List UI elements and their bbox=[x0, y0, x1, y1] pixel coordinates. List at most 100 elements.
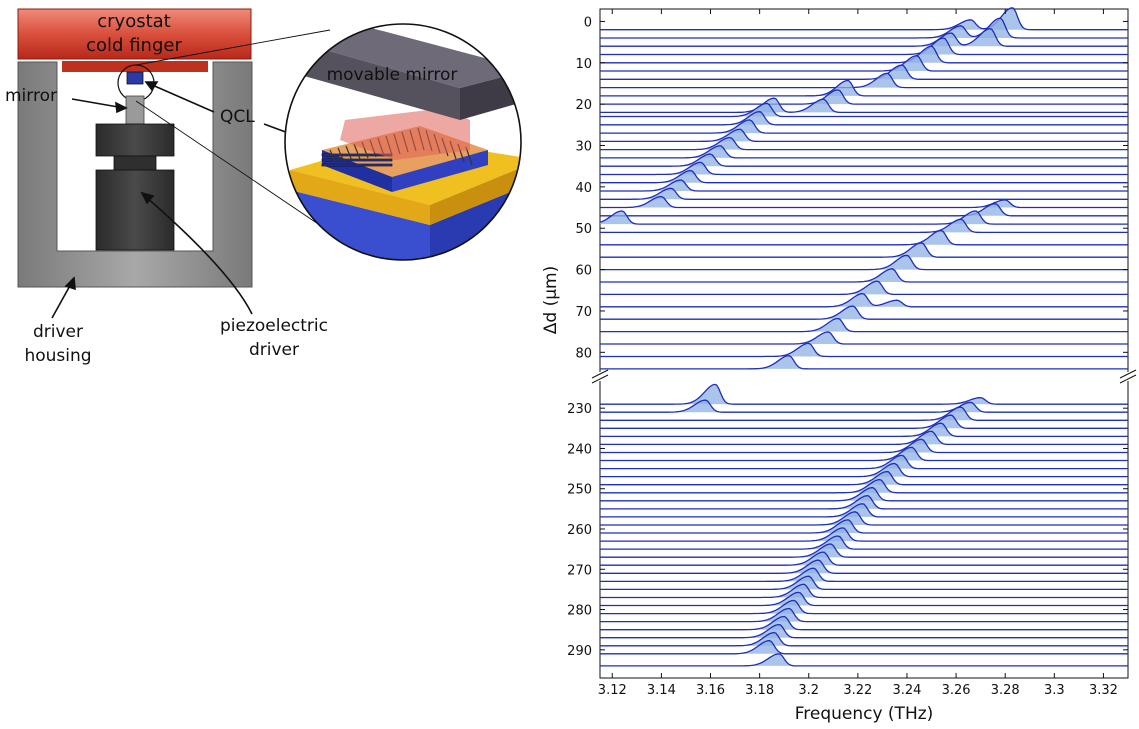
trace-top-25 bbox=[600, 218, 1128, 234]
mount-plate bbox=[62, 61, 208, 72]
trace-fill-top-21 bbox=[600, 188, 1128, 200]
trace-fill-bottom-3 bbox=[600, 415, 1128, 429]
trace-bottom-11 bbox=[600, 478, 1128, 494]
trace-bottom-3 bbox=[600, 414, 1128, 429]
trace-bottom-14 bbox=[600, 503, 1128, 518]
trace-top-32 bbox=[600, 305, 1128, 320]
trace-fill-bottom-25 bbox=[600, 592, 1128, 606]
trace-fill-bottom-18 bbox=[600, 536, 1128, 550]
trace-bottom-22 bbox=[600, 567, 1128, 583]
trace-bottom-32 bbox=[600, 653, 1128, 667]
y-tick-label-bottom-2: 250 bbox=[567, 483, 592, 498]
trace-top-22 bbox=[600, 195, 1128, 209]
y-tick-label-top-2: 20 bbox=[575, 98, 592, 113]
y-tick-label-top-4: 40 bbox=[575, 181, 592, 196]
trace-bottom-2 bbox=[600, 406, 1128, 421]
trace-fill-top-32 bbox=[600, 306, 1128, 320]
trace-top-20 bbox=[600, 179, 1128, 192]
trace-fill-bottom-5 bbox=[600, 431, 1128, 445]
trace-bottom-7 bbox=[600, 446, 1128, 462]
trace-top-12 bbox=[600, 111, 1128, 126]
x-tick-label-6: 3.24 bbox=[893, 683, 922, 698]
trace-top-36 bbox=[600, 355, 1128, 370]
laser-beam bbox=[340, 108, 470, 160]
trace-fill-top-16 bbox=[600, 145, 1128, 158]
x-tick-label-1: 3.14 bbox=[647, 683, 676, 698]
trace-fill-top-9 bbox=[600, 89, 1128, 105]
trace-fill-bottom-2 bbox=[600, 407, 1128, 421]
trace-fill-bottom-19 bbox=[600, 544, 1128, 558]
trace-top-15 bbox=[600, 136, 1128, 151]
y-tick-label-bottom-1: 240 bbox=[567, 442, 592, 457]
trace-fill-top-17 bbox=[600, 154, 1128, 167]
trace-fill-bottom-26 bbox=[600, 600, 1128, 614]
trace-bottom-20 bbox=[600, 551, 1128, 566]
trace-bottom-23 bbox=[600, 575, 1128, 591]
movable-mirror-block bbox=[290, 25, 521, 88]
piezo-label-line2: driver bbox=[249, 340, 299, 360]
y-axis-label: Δd (μm) bbox=[541, 266, 561, 334]
trace-top-27 bbox=[600, 242, 1128, 258]
x-axis-label: Frequency (THz) bbox=[795, 704, 934, 724]
trace-top-14 bbox=[600, 128, 1128, 143]
trace-fill-bottom-22 bbox=[600, 568, 1128, 582]
trace-top-17 bbox=[600, 153, 1128, 167]
trace-bottom-6 bbox=[600, 438, 1128, 454]
y-tick-label-bottom-6: 290 bbox=[567, 644, 592, 659]
trace-top-18 bbox=[600, 161, 1128, 176]
trace-fill-bottom-1 bbox=[600, 400, 1128, 413]
trace-fill-top-24 bbox=[600, 210, 1128, 225]
trace-fill-top-18 bbox=[600, 162, 1128, 175]
trace-bottom-5 bbox=[600, 430, 1128, 446]
trace-bottom-1 bbox=[600, 399, 1128, 413]
y-tick-label-top-1: 10 bbox=[575, 57, 592, 72]
trace-fill-top-31 bbox=[600, 293, 1128, 307]
trace-bottom-15 bbox=[600, 511, 1128, 526]
axis-break-marks bbox=[591, 369, 1137, 384]
traces-top bbox=[599, 7, 1128, 370]
trace-fill-top-34 bbox=[600, 332, 1128, 344]
qcl-label: QCL bbox=[220, 107, 255, 127]
trace-top-24 bbox=[599, 210, 1128, 225]
trace-fill-top-30 bbox=[600, 281, 1128, 295]
trace-top-19 bbox=[600, 169, 1128, 184]
trace-fill-top-20 bbox=[600, 180, 1128, 191]
trace-bottom-16 bbox=[600, 519, 1128, 534]
trace-top-4 bbox=[600, 45, 1128, 64]
trace-bottom-12 bbox=[600, 486, 1128, 502]
y-tick-label-top-8: 80 bbox=[575, 346, 592, 361]
trace-fill-top-36 bbox=[600, 355, 1128, 369]
trace-bottom-9 bbox=[600, 462, 1128, 478]
trace-top-0 bbox=[600, 7, 1128, 31]
cryostat-label-line1: cryostat bbox=[97, 11, 171, 32]
trace-fill-bottom-4 bbox=[600, 423, 1128, 437]
trace-fill-bottom-27 bbox=[600, 608, 1128, 622]
x-tick-label-5: 3.22 bbox=[843, 683, 872, 698]
trace-fill-bottom-8 bbox=[600, 455, 1128, 469]
trace-fill-bottom-31 bbox=[600, 640, 1128, 654]
trace-top-7 bbox=[600, 72, 1128, 89]
trace-top-28 bbox=[600, 254, 1128, 271]
trace-bottom-4 bbox=[600, 422, 1128, 438]
x-tick-label-10: 3.32 bbox=[1089, 683, 1118, 698]
trace-fill-bottom-24 bbox=[600, 584, 1128, 598]
trace-bottom-25 bbox=[600, 591, 1128, 607]
trace-fill-top-6 bbox=[600, 65, 1128, 80]
trace-fill-bottom-23 bbox=[600, 576, 1128, 590]
trace-fill-top-29 bbox=[600, 268, 1128, 282]
piezo-label-line1: piezoelectric bbox=[220, 316, 328, 336]
trace-fill-bottom-6 bbox=[600, 439, 1128, 453]
mirror-post bbox=[125, 95, 145, 125]
trace-fill-top-2 bbox=[600, 28, 1128, 47]
cryostat-block bbox=[17, 8, 252, 60]
trace-fill-top-13 bbox=[600, 119, 1128, 134]
x-tick-label-8: 3.28 bbox=[991, 683, 1020, 698]
trace-bottom-21 bbox=[600, 559, 1128, 574]
trace-top-31 bbox=[600, 292, 1128, 308]
setup-diagram: cryostat cold finger mirror QCL driver h… bbox=[5, 8, 522, 366]
trace-fill-bottom-21 bbox=[600, 560, 1128, 574]
trace-top-3 bbox=[600, 37, 1128, 56]
trace-bottom-10 bbox=[600, 470, 1128, 486]
y-tick-label-top-7: 70 bbox=[575, 305, 592, 320]
trace-bottom-19 bbox=[600, 543, 1128, 558]
